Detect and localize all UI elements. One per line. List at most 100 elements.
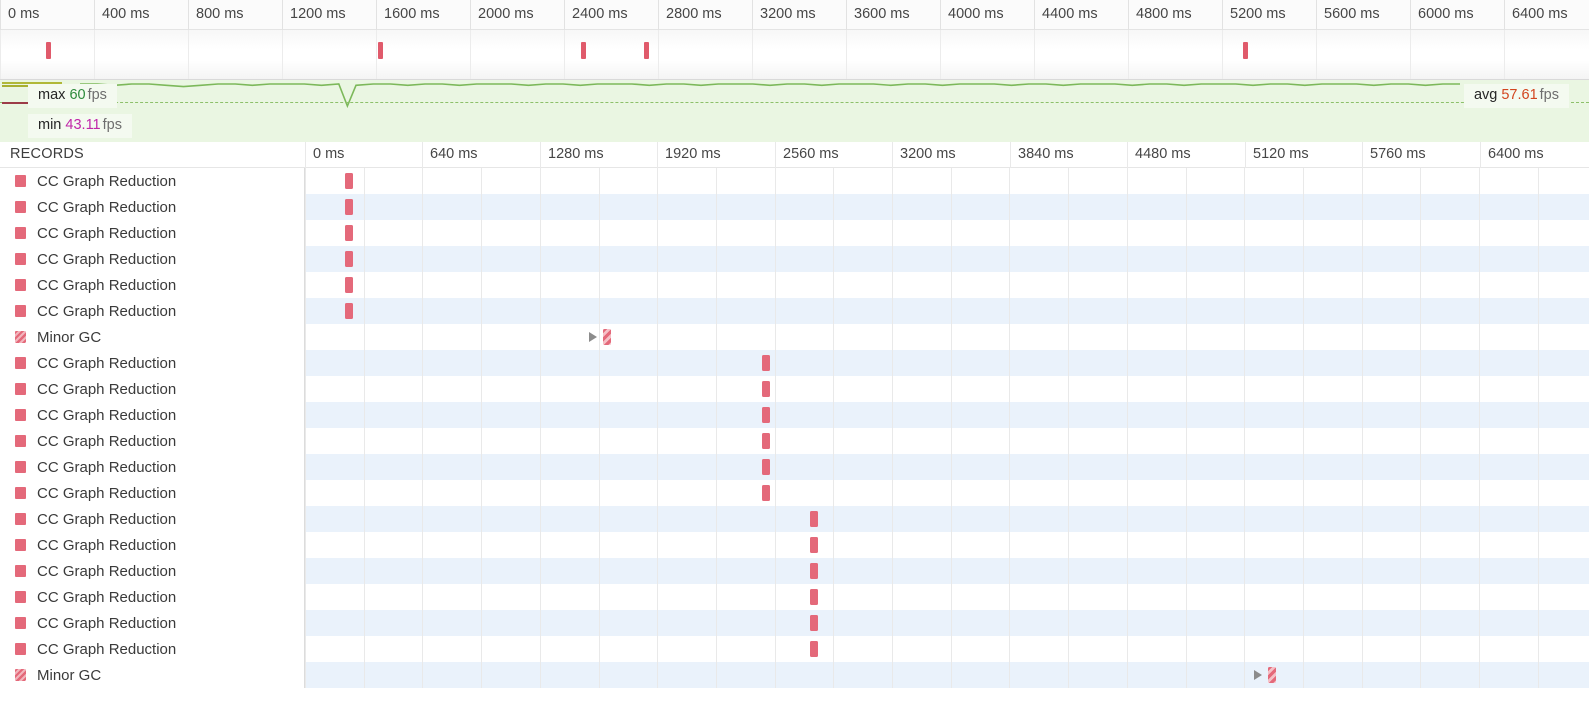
record-track[interactable] bbox=[305, 376, 1589, 402]
table-row[interactable]: CC Graph Reduction bbox=[0, 506, 1589, 532]
overview-marker[interactable] bbox=[1243, 42, 1248, 59]
record-marker[interactable] bbox=[762, 459, 770, 475]
record-label-cell[interactable]: CC Graph Reduction bbox=[0, 376, 305, 402]
table-row[interactable]: CC Graph Reduction bbox=[0, 584, 1589, 610]
record-label-cell[interactable]: CC Graph Reduction bbox=[0, 168, 305, 194]
table-row[interactable]: CC Graph Reduction bbox=[0, 636, 1589, 662]
overview-marker-strip[interactable] bbox=[0, 30, 1589, 80]
records-row-list[interactable]: CC Graph Reduction CC Graph Reduction CC G… bbox=[0, 168, 1589, 703]
record-label-cell[interactable]: CC Graph Reduction bbox=[0, 402, 305, 428]
table-row[interactable]: Minor GC bbox=[0, 324, 1589, 350]
overview-marker[interactable] bbox=[378, 42, 383, 59]
record-track[interactable] bbox=[305, 610, 1589, 636]
fps-graph[interactable] bbox=[0, 80, 1589, 142]
record-track[interactable] bbox=[305, 584, 1589, 610]
table-row[interactable]: CC Graph Reduction bbox=[0, 402, 1589, 428]
record-label-cell[interactable]: CC Graph Reduction bbox=[0, 428, 305, 454]
record-track[interactable] bbox=[305, 350, 1589, 376]
records-gridline bbox=[1479, 454, 1480, 480]
record-label-cell[interactable]: Minor GC bbox=[0, 324, 305, 350]
record-label-cell[interactable]: CC Graph Reduction bbox=[0, 220, 305, 246]
record-marker[interactable] bbox=[810, 641, 818, 657]
record-track[interactable] bbox=[305, 636, 1589, 662]
record-track[interactable] bbox=[305, 298, 1589, 324]
record-label-cell[interactable]: CC Graph Reduction bbox=[0, 350, 305, 376]
overview-tick: 1200 ms bbox=[282, 0, 346, 30]
record-label-cell[interactable]: CC Graph Reduction bbox=[0, 298, 305, 324]
record-marker[interactable] bbox=[762, 381, 770, 397]
overview-marker[interactable] bbox=[581, 42, 586, 59]
record-marker[interactable] bbox=[345, 277, 353, 293]
table-row[interactable]: CC Graph Reduction bbox=[0, 194, 1589, 220]
table-row[interactable]: CC Graph Reduction bbox=[0, 272, 1589, 298]
table-row[interactable]: CC Graph Reduction bbox=[0, 246, 1589, 272]
record-marker[interactable] bbox=[603, 329, 611, 345]
record-marker[interactable] bbox=[810, 537, 818, 553]
table-row[interactable]: CC Graph Reduction bbox=[0, 480, 1589, 506]
record-track[interactable] bbox=[305, 246, 1589, 272]
record-track[interactable] bbox=[305, 506, 1589, 532]
record-marker[interactable] bbox=[762, 355, 770, 371]
record-track[interactable] bbox=[305, 558, 1589, 584]
overview-timeline-ruler[interactable]: 0 ms 400 ms 800 ms 1200 ms 1600 ms 2000 ms 240… bbox=[0, 0, 1589, 30]
record-marker[interactable] bbox=[810, 511, 818, 527]
record-marker[interactable] bbox=[345, 225, 353, 241]
expand-triangle-icon[interactable] bbox=[1254, 670, 1262, 680]
table-row[interactable]: CC Graph Reduction bbox=[0, 376, 1589, 402]
record-marker[interactable] bbox=[810, 589, 818, 605]
records-gridline bbox=[422, 246, 423, 272]
record-marker[interactable] bbox=[345, 173, 353, 189]
record-marker[interactable] bbox=[345, 251, 353, 267]
table-row[interactable]: CC Graph Reduction bbox=[0, 168, 1589, 194]
overview-tick: 1600 ms bbox=[376, 0, 440, 30]
record-label-cell[interactable]: CC Graph Reduction bbox=[0, 246, 305, 272]
record-label-cell[interactable]: CC Graph Reduction bbox=[0, 272, 305, 298]
overview-marker[interactable] bbox=[46, 42, 51, 59]
record-track[interactable] bbox=[305, 480, 1589, 506]
record-label-cell[interactable]: CC Graph Reduction bbox=[0, 610, 305, 636]
record-track[interactable] bbox=[305, 272, 1589, 298]
record-label-cell[interactable]: Minor GC bbox=[0, 662, 305, 688]
record-track[interactable] bbox=[305, 402, 1589, 428]
table-row[interactable]: Minor GC bbox=[0, 662, 1589, 688]
record-marker[interactable] bbox=[762, 407, 770, 423]
table-row[interactable]: CC Graph Reduction bbox=[0, 610, 1589, 636]
record-marker[interactable] bbox=[810, 615, 818, 631]
overview-marker[interactable] bbox=[644, 42, 649, 59]
record-track[interactable] bbox=[305, 662, 1589, 688]
record-marker[interactable] bbox=[345, 303, 353, 319]
record-label-cell[interactable]: CC Graph Reduction bbox=[0, 194, 305, 220]
record-marker[interactable] bbox=[1268, 667, 1276, 683]
table-row[interactable]: CC Graph Reduction bbox=[0, 428, 1589, 454]
records-gridline bbox=[1068, 584, 1069, 610]
record-marker[interactable] bbox=[810, 563, 818, 579]
expand-triangle-icon[interactable] bbox=[589, 332, 597, 342]
record-label-cell[interactable]: CC Graph Reduction bbox=[0, 506, 305, 532]
record-track[interactable] bbox=[305, 428, 1589, 454]
records-gridline bbox=[1538, 662, 1539, 688]
records-tick: 1920 ms bbox=[657, 142, 721, 168]
record-marker[interactable] bbox=[762, 433, 770, 449]
record-label-cell[interactable]: CC Graph Reduction bbox=[0, 480, 305, 506]
record-track[interactable] bbox=[305, 324, 1589, 350]
record-label-cell[interactable]: CC Graph Reduction bbox=[0, 636, 305, 662]
record-label-cell[interactable]: CC Graph Reduction bbox=[0, 454, 305, 480]
records-gridline bbox=[1303, 220, 1304, 246]
table-row[interactable]: CC Graph Reduction bbox=[0, 220, 1589, 246]
record-label-cell[interactable]: CC Graph Reduction bbox=[0, 584, 305, 610]
record-label-cell[interactable]: CC Graph Reduction bbox=[0, 558, 305, 584]
record-marker[interactable] bbox=[762, 485, 770, 501]
records-gridline bbox=[833, 662, 834, 688]
record-label-cell[interactable]: CC Graph Reduction bbox=[0, 532, 305, 558]
record-track[interactable] bbox=[305, 194, 1589, 220]
record-marker[interactable] bbox=[345, 199, 353, 215]
table-row[interactable]: CC Graph Reduction bbox=[0, 350, 1589, 376]
table-row[interactable]: CC Graph Reduction bbox=[0, 532, 1589, 558]
record-track[interactable] bbox=[305, 454, 1589, 480]
record-track[interactable] bbox=[305, 168, 1589, 194]
record-track[interactable] bbox=[305, 532, 1589, 558]
table-row[interactable]: CC Graph Reduction bbox=[0, 558, 1589, 584]
table-row[interactable]: CC Graph Reduction bbox=[0, 298, 1589, 324]
table-row[interactable]: CC Graph Reduction bbox=[0, 454, 1589, 480]
record-track[interactable] bbox=[305, 220, 1589, 246]
